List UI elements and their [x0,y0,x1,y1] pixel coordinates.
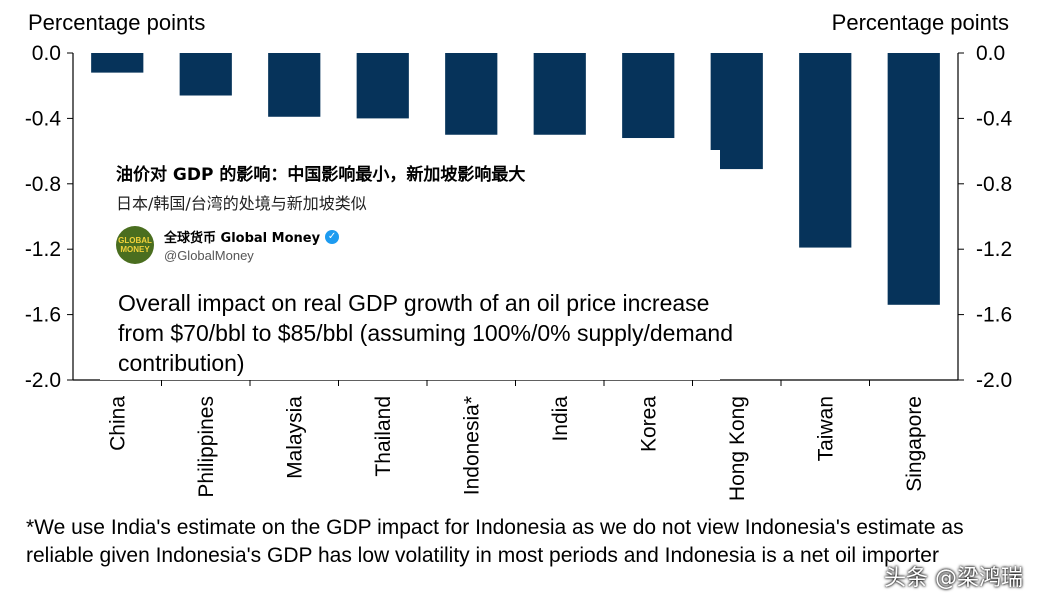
y-tick-label-left: 0.0 [32,42,61,65]
category-label: Hong Kong [726,396,749,501]
post-title: 油价对 GDP 的影响：中国影响最小，新加坡影响最大 [116,165,526,185]
bar [533,53,586,135]
account-handle[interactable]: @GlobalMoney [164,248,254,263]
verified-badge-icon: ✓ [325,229,340,244]
y-tick-label-right: 0.0 [976,42,1005,65]
y-tick-label-right: -0.8 [976,173,1012,196]
y-tick-label-left: -2.0 [25,369,61,392]
category-label: China [106,396,129,451]
chart-title: Overall impact on real GDP growth of an … [118,290,733,376]
y-tick-label-left: -1.2 [25,238,61,261]
footnote: *We use India's estimate on the GDP impa… [26,516,964,567]
y-tick-label-right: -1.2 [976,238,1012,261]
plot-area: 0.0 0.0 -0.4 -0.4 -0.8 -0.8 -1.2 -1.2 -1.6 -1.6 -2… [25,42,1013,501]
y-tick-label-left: -0.8 [25,173,61,196]
bar [356,53,409,119]
bar [710,53,763,170]
post-subtitle: 日本/韩国/台湾的处境与新加坡类似 [116,194,367,213]
bar [887,53,940,305]
right-axis-unit-label: Percentage points [831,10,1009,35]
category-label: Indonesia* [460,396,483,495]
bar [268,53,321,117]
y-tick-label-left: -1.6 [25,304,61,327]
y-tick-label-left: -0.4 [25,107,62,130]
avatar[interactable]: GLOBAL MONEY [116,226,154,264]
category-label: Malaysia [283,396,306,479]
category-label: Singapore [903,396,926,492]
account-name[interactable]: 全球货币 Global Money ✓ [164,227,340,246]
category-label: Taiwan [814,396,837,461]
category-label: Korea [637,396,660,452]
y-tick-label-right: -1.6 [976,304,1012,327]
category-label: India [549,396,572,442]
watermark: 头条 @梁鸿瑞 [884,566,1023,591]
left-axis-unit-label: Percentage points [28,10,206,35]
y-tick-label-right: -0.4 [976,107,1013,130]
bar [799,53,852,248]
bar [179,53,232,96]
y-tick-label-right: -2.0 [976,369,1012,392]
bar [445,53,498,135]
category-label: Philippines [195,396,218,498]
account-name-text: 全球货币 Global Money [164,231,321,246]
category-label: Thailand [372,396,395,477]
social-post-card: 油价对 GDP 的影响：中国影响最小，新加坡影响最大 日本/韩国/台湾的处境与新… [100,150,733,380]
bar [622,53,675,139]
bar [91,53,144,73]
